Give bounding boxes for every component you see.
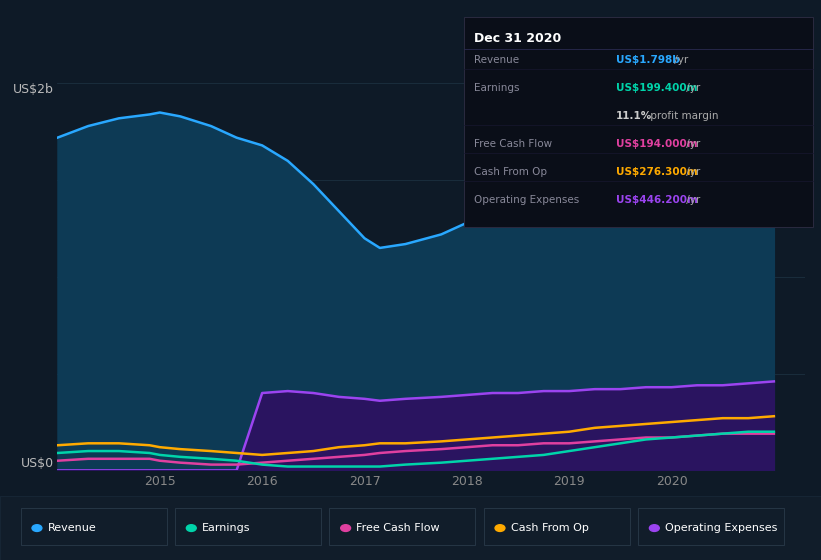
Text: 11.1%: 11.1% [616, 111, 652, 121]
Text: Operating Expenses: Operating Expenses [665, 524, 777, 534]
Text: Cash From Op: Cash From Op [474, 167, 547, 177]
Text: profit margin: profit margin [647, 111, 718, 121]
FancyBboxPatch shape [575, 41, 805, 138]
Text: Cash From Op: Cash From Op [511, 524, 589, 534]
Text: /yr: /yr [683, 83, 701, 93]
Text: Earnings: Earnings [202, 524, 250, 534]
Text: Dec 31 2020: Dec 31 2020 [474, 32, 561, 45]
Text: /yr: /yr [683, 195, 701, 205]
Text: Free Cash Flow: Free Cash Flow [356, 524, 440, 534]
Text: Earnings: Earnings [474, 83, 519, 93]
Text: US$446.200m: US$446.200m [616, 195, 698, 205]
Text: Operating Expenses: Operating Expenses [474, 195, 579, 205]
Text: US$276.300m: US$276.300m [616, 167, 698, 177]
Text: US$194.000m: US$194.000m [616, 139, 697, 149]
Text: /yr: /yr [683, 167, 701, 177]
Text: US$1.798b: US$1.798b [616, 55, 680, 65]
Text: US$0: US$0 [21, 458, 53, 470]
Text: Free Cash Flow: Free Cash Flow [474, 139, 552, 149]
Text: US$199.400m: US$199.400m [616, 83, 697, 93]
Text: /yr: /yr [683, 139, 701, 149]
Text: US$2b: US$2b [13, 83, 53, 96]
Text: /yr: /yr [672, 55, 689, 65]
Text: Revenue: Revenue [48, 524, 96, 534]
Text: Revenue: Revenue [474, 55, 519, 65]
